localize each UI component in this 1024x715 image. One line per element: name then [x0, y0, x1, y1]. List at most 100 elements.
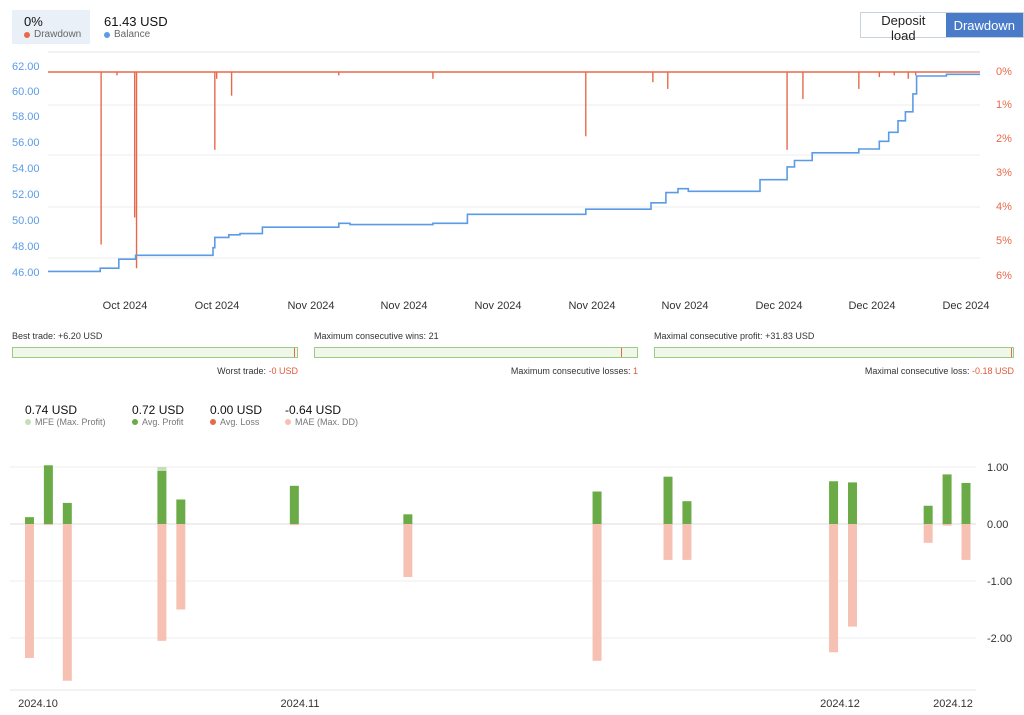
max-wins-label: Maximum consecutive wins:: [314, 331, 427, 341]
profit-bar: [923, 505, 933, 524]
x-tick-label: Nov 2024: [380, 300, 427, 312]
mae-bar: [942, 524, 952, 526]
avg-loss-label: Avg. Loss: [220, 417, 260, 427]
profit-bar: [942, 474, 952, 524]
mae-bar: [403, 524, 413, 578]
x-tick-label: Oct 2024: [195, 300, 240, 312]
mae-bar: [663, 524, 673, 560]
x-tick-label: 2024.10: [18, 698, 58, 710]
drawdown-label: Drawdown: [34, 29, 82, 40]
best-trade-label: Best trade:: [12, 331, 56, 341]
y-left-tick-label: 56.00: [12, 137, 40, 149]
max-loss-caption: Maximal consecutive loss: -0.18 USD: [865, 366, 1014, 376]
y-left-tick-label: 48.00: [12, 241, 40, 253]
max-losses-label: Maximum consecutive losses:: [510, 366, 631, 376]
mae-bar: [24, 524, 34, 658]
mfe-value: 0.74 USD: [25, 403, 78, 417]
x-tick-label: Nov 2024: [474, 300, 521, 312]
drawdown-legend-dot: [24, 31, 30, 38]
profit-bar: [829, 481, 839, 524]
mae-label: MAE (Max. DD): [295, 417, 358, 427]
max-profit-bar: [654, 347, 1014, 358]
y-tick-label: -1.00: [987, 576, 1012, 588]
max-profit-value: +31.83 USD: [765, 331, 815, 341]
worst-trade-value: -0 USD: [268, 366, 298, 376]
y-left-tick-label: 52.00: [12, 189, 40, 201]
mfe-bar: [157, 467, 167, 471]
balance-line: [48, 73, 980, 273]
y-tick-label: -2.00: [987, 633, 1012, 645]
y-tick-label: 0.00: [987, 519, 1008, 531]
max-wins-value: 21: [428, 331, 439, 341]
y-right-tick-label: 2%: [996, 133, 1012, 145]
y-right-tick-label: 4%: [996, 201, 1012, 213]
mae-bar: [829, 524, 839, 653]
mae-bar: [157, 524, 167, 641]
y-left-tick-label: 50.00: [12, 215, 40, 227]
y-left-tick-label: 54.00: [12, 163, 40, 175]
legend-mfe: 0.74 USD MFE (Max. Profit): [25, 403, 106, 427]
x-tick-label: Dec 2024: [848, 300, 895, 312]
profit-bar: [592, 491, 602, 524]
mfe-mae-chart: 1.00 0.00 -1.00 -2.00 2024.10 2024.11 2024.12 2…: [10, 462, 1012, 710]
mae-bar: [682, 524, 692, 560]
mae-bar: [592, 524, 602, 661]
legend-avg-profit: 0.72 USD Avg. Profit: [132, 403, 184, 427]
x-tick-label: Nov 2024: [568, 300, 615, 312]
deposit-load-button[interactable]: Deposit load: [861, 13, 946, 43]
max-profit-caption: Maximal consecutive profit: +31.83 USD: [654, 331, 814, 341]
mfe-dot: [25, 419, 31, 425]
x-tick-label: Dec 2024: [755, 300, 802, 312]
x-tick-label: Nov 2024: [287, 300, 334, 312]
mae-bar: [961, 524, 971, 560]
avg-profit-value: 0.72 USD: [132, 403, 185, 417]
profit-bar: [43, 465, 53, 524]
max-profit-bar-cap: [1010, 348, 1013, 357]
balance-legend-dot: [104, 31, 110, 38]
profit-bar: [961, 482, 971, 524]
best-trade-value: +6.20 USD: [58, 331, 103, 341]
mae-bar: [923, 524, 933, 543]
best-trade-bar: [12, 347, 298, 358]
profit-bar: [403, 514, 413, 524]
max-wins-caption: Maximum consecutive wins: 21: [314, 331, 439, 341]
x-tick-label: 2024.12: [933, 698, 973, 710]
mae-bar: [43, 524, 53, 526]
x-tick-label: 2024.11: [281, 698, 320, 710]
y-left-tick-label: 62.00: [12, 61, 40, 73]
y-right-tick-label: 6%: [996, 270, 1012, 282]
profit-bar: [847, 482, 857, 524]
drawdown-value: 0%: [24, 14, 43, 29]
max-loss-value: -0.18 USD: [971, 366, 1014, 376]
mae-bar: [176, 524, 186, 610]
best-trade-caption: Best trade: +6.20 USD: [12, 331, 102, 341]
legend-avg-loss: 0.00 USD Avg. Loss: [210, 403, 262, 427]
mae-bar: [62, 524, 72, 681]
x-tick-label: Nov 2024: [661, 300, 708, 312]
max-loss-label: Maximal consecutive loss:: [864, 366, 970, 376]
profit-bar: [663, 476, 673, 524]
mae-value: -0.64 USD: [285, 403, 342, 417]
balance-drawdown-chart: 62.00 60.00 58.00 56.00 54.00 52.00 50.00 48.00…: [12, 51, 1012, 312]
balance-stat: 61.43 USD Balance: [104, 10, 168, 48]
balance-value: 61.43 USD: [104, 14, 168, 29]
profit-bar: [176, 499, 186, 524]
profit-bar: [24, 517, 34, 524]
profit-bar: [682, 501, 692, 524]
y-right-tick-label: 1%: [996, 99, 1012, 111]
mae-dot: [285, 419, 291, 425]
drawdown-button[interactable]: Drawdown: [945, 13, 1023, 37]
y-left-tick-label: 46.00: [12, 267, 40, 279]
worst-trade-label: Worst trade:: [217, 366, 266, 376]
balance-label: Balance: [114, 29, 151, 40]
max-losses-value: 1: [632, 366, 638, 376]
chart-mode-toggle: Deposit load Drawdown: [860, 12, 1024, 43]
profit-bar: [289, 485, 299, 524]
drawdown-stat: 0% Drawdown: [12, 10, 90, 44]
profit-bar: [157, 470, 167, 524]
mae-bar: [847, 524, 857, 627]
y-right-tick-label: 5%: [996, 235, 1012, 247]
max-losses-caption: Maximum consecutive losses: 1: [511, 366, 638, 376]
avg-profit-dot: [132, 419, 138, 425]
avg-profit-label: Avg. Profit: [142, 417, 184, 427]
